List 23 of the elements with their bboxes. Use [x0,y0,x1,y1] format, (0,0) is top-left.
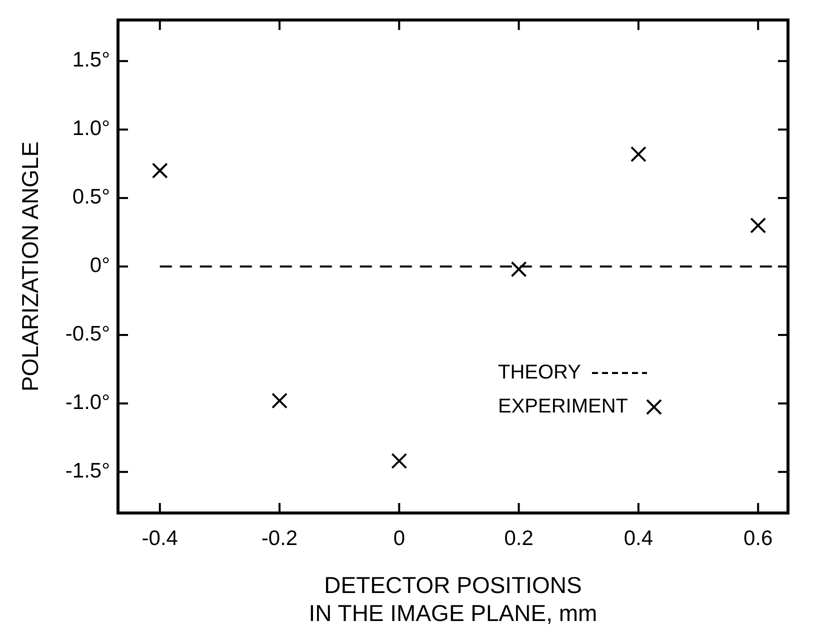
y-tick-label: 1.5° [72,48,110,72]
point [750,217,766,234]
legend-label: THEORY [498,361,581,384]
x-tick-label: 0 [393,527,406,550]
point [510,261,527,278]
point [152,162,168,179]
y-tick-label: -0.5° [65,322,110,346]
point [391,452,408,469]
x-tick-label: 0.4 [624,527,654,550]
point [272,392,288,409]
x-tick-label: 0.2 [504,527,534,550]
y-tick-label: -1.5° [65,459,110,482]
legend-label: EXPERIMENT [498,395,628,418]
x-tick-label: -0.4 [142,527,178,550]
y-tick-label: 0.5° [72,186,110,209]
y-tick-label: 0° [90,254,110,278]
x-tick-label: -0.2 [261,527,298,550]
point [630,146,646,162]
x-axis-title: DETECTOR POSITIONS IN THE IMAGE PLANE, mm [308,572,598,626]
x-tick-label: 0.6 [743,527,773,550]
y-tick-label: 1.0° [72,117,110,140]
y-axis-title: POLARIZATION ANGLE [17,141,43,392]
y-tick-label: -1.0° [65,390,110,414]
